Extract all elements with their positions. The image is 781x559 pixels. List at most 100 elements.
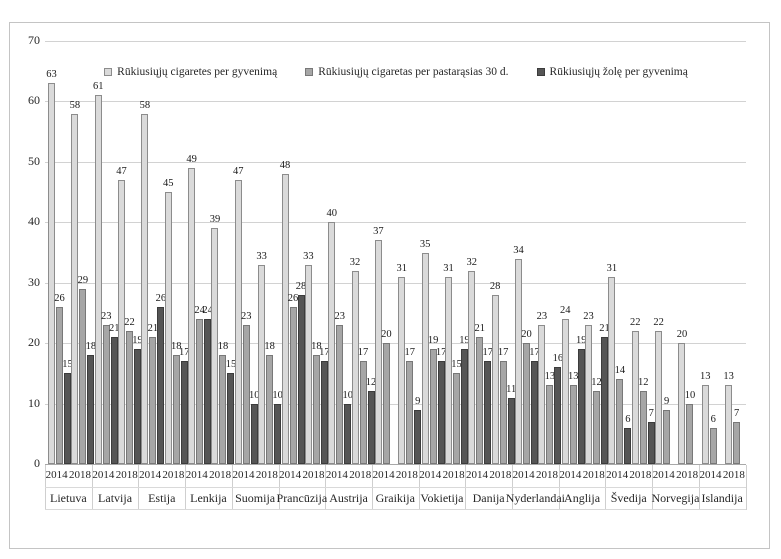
bar-value-label: 24 <box>559 304 571 316</box>
x-axis-year-label: 2018 <box>442 469 465 481</box>
category-table-line <box>45 487 746 488</box>
bar-lietuva-2014-series2 <box>56 306 63 464</box>
bar-suomija-2018-series1 <box>258 264 266 464</box>
bar-value-label: 14 <box>614 365 626 377</box>
bar-value-label: 6 <box>710 413 716 425</box>
bar-value-label: 23 <box>334 311 345 322</box>
bar-value-label: 17 <box>529 347 540 359</box>
bar-value-label: 10 <box>684 389 696 401</box>
y-axis-tick-label: 60 <box>28 93 40 108</box>
bar-value-label: 19 <box>132 335 143 347</box>
bar-švedija-2014-series3 <box>624 427 632 464</box>
bar-value-label: 19 <box>575 335 587 347</box>
x-axis-country-label: Graikija <box>375 491 415 505</box>
x-axis-country-label: Estija <box>148 491 176 505</box>
bar-value-label: 18 <box>85 341 97 353</box>
x-axis-country-label: Danija <box>472 491 505 505</box>
x-axis-year-label: 2014 <box>652 469 675 481</box>
bar-islandija-2014-series1 <box>701 385 709 464</box>
legend-item-series1: Rūkiusiųjų cigaretes per gyvenimą <box>104 66 277 78</box>
bar-nyderlandai-2014-series3 <box>531 361 538 464</box>
bar-value-label: 16 <box>552 353 564 365</box>
bar-austrija-2018-series2 <box>359 361 367 464</box>
legend-swatch-icon <box>104 68 113 76</box>
bar-lietuva-2014-series3 <box>64 373 71 464</box>
bar-value-label: 18 <box>264 341 275 353</box>
bar-prancūzija-2018-series2 <box>312 355 320 464</box>
bar-latvija-2018-series3 <box>134 349 142 464</box>
bar-graikija-2014-series2 <box>382 343 390 464</box>
bar-value-label: 12 <box>638 377 649 389</box>
bar-value-label: 23 <box>536 311 548 322</box>
bar-danija-2018-series1 <box>491 294 499 464</box>
legend-swatch-icon <box>536 68 545 76</box>
bar-value-label: 9 <box>663 395 670 407</box>
bar-suomija-2014-series1 <box>234 179 242 464</box>
bar-value-label: 33 <box>256 250 267 262</box>
bar-value-label: 18 <box>171 341 182 353</box>
bar-value-label: 28 <box>295 280 307 292</box>
bar-lenkija-2014-series1 <box>188 167 196 464</box>
bar-value-label: 22 <box>124 317 135 329</box>
x-axis-year-label: 2018 <box>536 469 559 481</box>
bar-value-label: 32 <box>466 256 478 268</box>
legend-item-series3: Rūkiusiųjų žolę per gyvenimą <box>536 66 688 78</box>
chart-legend: Rūkiusiųjų cigaretes per gyvenimą Rūkiusi… <box>45 66 747 78</box>
bar-vokietija-2014-series2 <box>429 349 437 464</box>
bar-value-label: 35 <box>419 238 431 250</box>
x-axis-year-label: 2018 <box>489 469 512 481</box>
x-axis-year-label: 2014 <box>372 469 395 481</box>
bar-value-label: 17 <box>482 347 494 359</box>
bar-estija-2018-series3 <box>180 361 188 464</box>
bar-latvija-2018-series2 <box>126 331 134 464</box>
bar-austrija-2014-series3 <box>344 403 352 464</box>
bar-latvija-2014-series2 <box>102 325 110 464</box>
x-axis-year-label: 2014 <box>92 469 115 481</box>
bar-value-label: 58 <box>69 99 81 111</box>
bar-nyderlandai-2014-series2 <box>523 343 530 464</box>
bar-lenkija-2018-series2 <box>219 355 227 464</box>
bar-austrija-2014-series2 <box>336 325 344 464</box>
x-axis-year-label: 2014 <box>559 469 582 481</box>
gridline <box>45 343 746 345</box>
bar-danija-2014-series1 <box>468 270 476 464</box>
bar-value-label: 17 <box>435 347 447 359</box>
gridline <box>45 101 746 103</box>
bar-norvegija-2014-series1 <box>655 331 663 464</box>
bar-value-label: 29 <box>77 274 89 286</box>
bar-graikija-2018-series1 <box>398 276 406 464</box>
bar-graikija-2018-series3 <box>414 409 422 464</box>
x-axis-country-label: Islandija <box>701 491 743 505</box>
bar-vokietija-2018-series2 <box>452 373 460 464</box>
bar-value-label: 34 <box>513 244 524 256</box>
bar-suomija-2018-series3 <box>274 403 282 464</box>
bar-švedija-2018-series1 <box>631 331 639 464</box>
bar-value-label: 7 <box>734 407 740 419</box>
bar-value-label: 17 <box>319 347 330 359</box>
bar-value-label: 15 <box>62 359 73 371</box>
bar-value-label: 9 <box>415 395 421 407</box>
y-axis-tick-label: 40 <box>28 214 40 229</box>
bar-value-label: 40 <box>326 208 337 220</box>
x-axis-year-label: 2018 <box>395 469 418 481</box>
bar-value-label: 10 <box>249 389 260 401</box>
bar-value-label: 21 <box>108 323 120 335</box>
bar-prancūzija-2014-series1 <box>281 173 289 464</box>
bar-vokietija-2014-series3 <box>437 361 445 464</box>
bar-value-label: 21 <box>599 323 610 335</box>
x-axis-year-label: 2018 <box>162 469 185 481</box>
x-axis-year-label: 2014 <box>512 469 535 481</box>
bar-lietuva-2018-series2 <box>79 288 87 464</box>
gridline <box>45 282 746 284</box>
bar-danija-2018-series3 <box>507 397 515 464</box>
bar-estija-2014-series1 <box>141 113 149 464</box>
bar-prancūzija-2018-series3 <box>320 361 328 464</box>
y-axis-tick-label: 10 <box>28 395 40 410</box>
bar-prancūzija-2018-series1 <box>304 264 312 464</box>
legend-label: Rūkiusiųjų žolę per gyvenimą <box>549 66 688 78</box>
bar-value-label: 13 <box>723 371 734 383</box>
bar-latvija-2014-series3 <box>110 337 118 464</box>
x-axis-year-label: 2018 <box>255 469 278 481</box>
bar-danija-2018-series2 <box>499 361 507 464</box>
bar-norvegija-2018-series2 <box>686 403 694 464</box>
